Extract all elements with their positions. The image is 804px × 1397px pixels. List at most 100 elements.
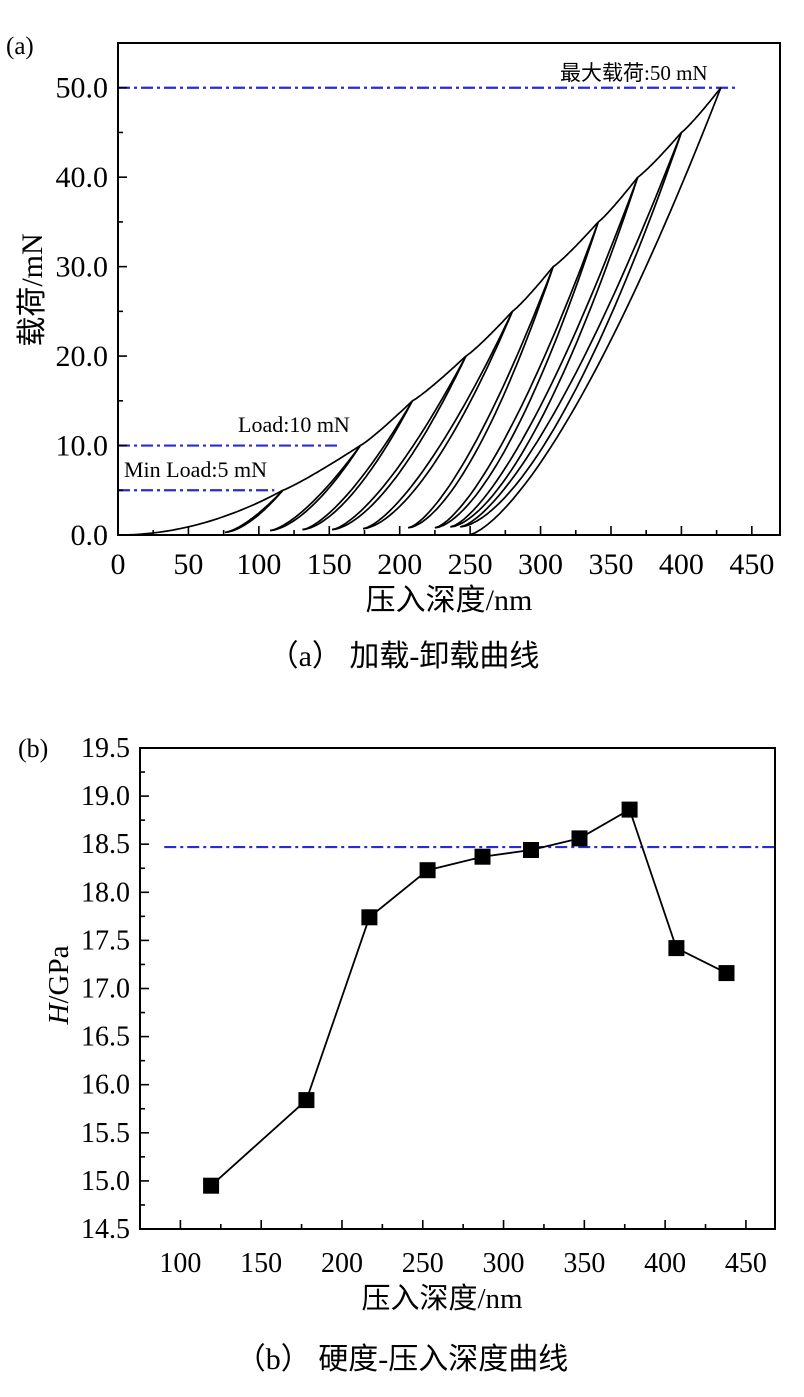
loading-curve <box>118 489 284 536</box>
loading-curve <box>637 131 683 178</box>
data-point-marker <box>621 801 638 818</box>
x-tick-label: 100 <box>236 548 281 581</box>
y-tick-label: 0.0 <box>71 519 109 552</box>
unloading-curve <box>362 311 514 530</box>
panel-b-hardness-chart: (b) 100 150 200 250 300 350 400 450 14.5 15.0 15.… <box>18 733 776 1376</box>
loading-curve <box>359 400 414 447</box>
y-tick-label: 15.5 <box>81 1118 130 1149</box>
x-tick-label: 350 <box>588 548 633 581</box>
x-tick-label: 150 <box>240 1248 282 1279</box>
data-point-marker <box>718 965 735 982</box>
y-tick-label: 19.0 <box>81 781 130 812</box>
y-tick-label: 14.5 <box>81 1214 130 1245</box>
unloading-curve <box>269 444 361 532</box>
reloading-curve <box>460 132 683 528</box>
unloading-curve <box>407 266 554 529</box>
data-point-marker <box>523 842 539 858</box>
panel-b-caption: （b） 硬度-压入深度曲线 <box>236 1343 569 1376</box>
panel-a-x-axis-label: 压入深度/nm <box>366 584 533 617</box>
reloading-curve <box>302 400 414 531</box>
panel-b-label: (b) <box>18 734 48 763</box>
data-point-marker <box>668 940 685 957</box>
reloading-curve <box>270 445 362 532</box>
data-point-marker <box>419 862 436 879</box>
y-tick-label: 16.5 <box>81 1022 130 1053</box>
loading-curve <box>465 310 514 357</box>
panel-b-series <box>164 801 775 1194</box>
annotation-min-load: Min Load:5 mN <box>124 457 267 482</box>
reloading-curve <box>331 355 467 531</box>
y-tick-label: 19.5 <box>81 733 130 764</box>
y-tick-label: 15.0 <box>81 1166 130 1197</box>
annotation-max-load: 最大载荷:50 mN <box>560 61 708 85</box>
y-tick-label: 17.5 <box>81 925 130 956</box>
panel-b-plot-frame <box>139 747 776 1230</box>
panel-b-y-axis: 14.5 15.0 15.5 16.0 16.5 17.0 17.5 18.0 18.5 19.0… <box>81 733 149 1245</box>
panel-b-x-axis-label: 压入深度/nm <box>361 1282 523 1315</box>
unloading-curve <box>460 132 683 528</box>
data-point-marker <box>298 1092 315 1109</box>
panel-a-plot-frame <box>117 42 781 536</box>
panel-a-reference-lines <box>118 86 735 492</box>
x-tick-label: 50 <box>173 548 203 581</box>
y-axis-label-symbol: H <box>43 1001 75 1025</box>
data-point-marker <box>203 1177 220 1194</box>
panel-b-y-axis-label: H/GPa <box>43 945 75 1025</box>
y-tick-label: 30.0 <box>56 251 109 284</box>
reloading-curve <box>408 266 555 529</box>
y-tick-label: 16.0 <box>81 1070 130 1101</box>
annotation-load-10: Load:10 mN <box>238 412 350 437</box>
reloading-curve <box>450 176 639 528</box>
y-tick-label: 18.0 <box>81 877 130 908</box>
x-tick-label: 150 <box>307 548 352 581</box>
x-tick-label: 400 <box>659 548 704 581</box>
unloading-curve <box>450 176 639 528</box>
unloading-curve <box>468 87 722 536</box>
loading-curve <box>282 444 361 492</box>
x-tick-label: 350 <box>563 1248 605 1279</box>
x-tick-label: 200 <box>377 548 422 581</box>
panel-a-caption: （a） 加载-卸载曲线 <box>269 640 540 673</box>
reloading-curve <box>362 311 514 530</box>
x-tick-label: 250 <box>402 1248 444 1279</box>
unloading-curve <box>224 489 284 534</box>
unloading-curve <box>331 355 467 531</box>
loading-curve <box>411 355 467 402</box>
y-tick-label: 50.0 <box>56 72 109 105</box>
reloading-curve <box>434 221 600 529</box>
data-point-marker <box>571 830 588 847</box>
loading-curve <box>597 176 639 223</box>
data-point-marker <box>361 909 378 926</box>
y-tick-label: 20.0 <box>56 340 109 373</box>
x-tick-label: 450 <box>725 1248 767 1279</box>
loading-curve <box>511 266 554 313</box>
panel-a-x-axis: 0 50 100 150 200 250 300 350 400 450 <box>111 526 774 581</box>
panel-b-x-axis: 100 150 200 250 300 350 400 450 <box>159 1220 767 1279</box>
x-tick-label: 300 <box>518 548 563 581</box>
x-tick-label: 250 <box>448 548 493 581</box>
x-tick-label: 400 <box>644 1248 686 1279</box>
panel-a-curves <box>118 87 722 536</box>
y-tick-label: 17.0 <box>81 974 130 1005</box>
series-line <box>210 808 727 1187</box>
loading-curve <box>552 221 599 268</box>
panel-a-y-axis: 0.0 10.0 20.0 30.0 40.0 50.0 <box>56 72 127 552</box>
reloading-curve <box>224 489 284 534</box>
y-tick-label: 40.0 <box>56 161 109 194</box>
data-point-marker <box>474 848 491 865</box>
x-tick-label: 200 <box>321 1248 363 1279</box>
y-tick-label: 10.0 <box>56 430 109 463</box>
x-tick-label: 0 <box>111 548 126 581</box>
y-tick-label: 18.5 <box>81 829 130 860</box>
x-tick-label: 100 <box>159 1248 201 1279</box>
unloading-curve <box>302 400 414 531</box>
x-tick-label: 450 <box>729 548 774 581</box>
panel-a-load-unload-chart: (a) 0 50 100 150 200 250 300 350 400 450 0.0 10.0 2… <box>6 33 781 673</box>
unloading-curve <box>434 221 600 529</box>
y-axis-label-unit: /GPa <box>43 945 75 1003</box>
loading-curve <box>680 87 722 134</box>
panel-a-y-axis-label: 载荷/mN <box>16 233 49 346</box>
panel-a-label: (a) <box>6 33 34 60</box>
x-tick-label: 300 <box>483 1248 525 1279</box>
